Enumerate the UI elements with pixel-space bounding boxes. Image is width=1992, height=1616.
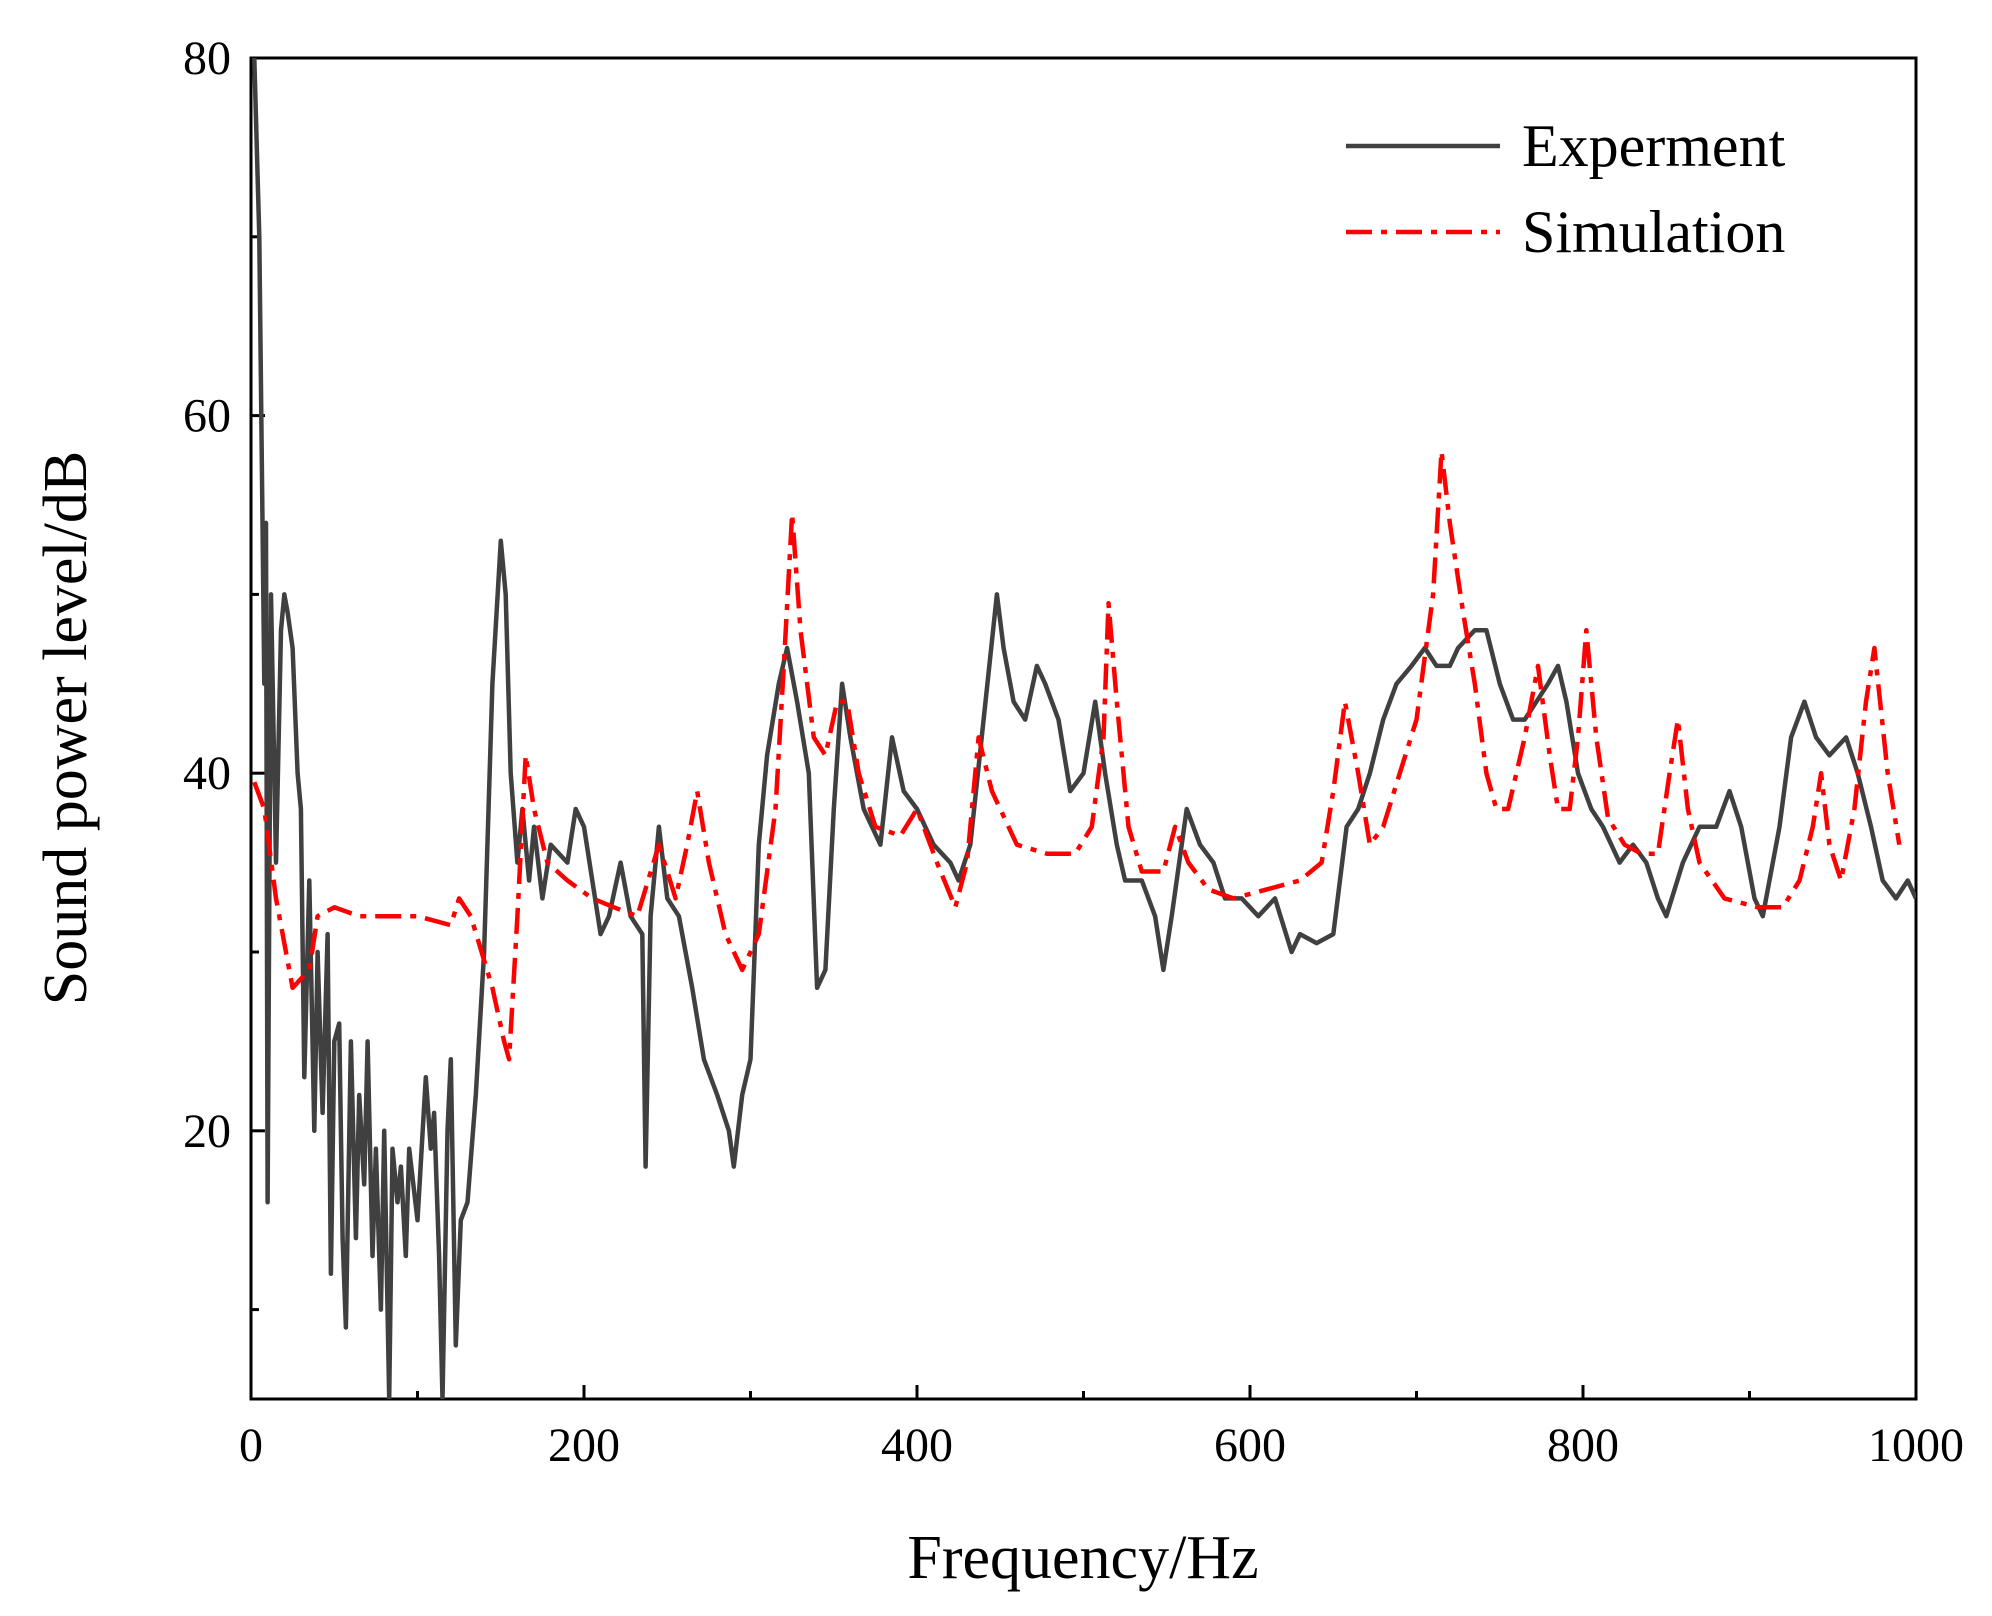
x-tick-label: 800 (1547, 1419, 1619, 1472)
series-group (252, 58, 1916, 1399)
x-tick-label: 600 (1214, 1419, 1286, 1472)
x-tick-label: 200 (548, 1419, 620, 1472)
x-axis-label: Frequency/Hz (907, 1524, 1258, 1592)
y-tick-label: 40 (183, 747, 231, 800)
x-tick-label: 0 (239, 1419, 263, 1472)
y-tick-label: 20 (183, 1105, 231, 1158)
series-group (252, 449, 1902, 1062)
y-tick-label: 60 (183, 390, 231, 443)
y-tick-label: 80 (183, 32, 231, 85)
series-line (252, 58, 1916, 1399)
legend-label: Simulation (1522, 199, 1785, 265)
legend-label: Experment (1522, 113, 1786, 179)
x-tick-label: 1000 (1868, 1419, 1964, 1472)
y-axis-label: Sound power level/dB (32, 451, 100, 1006)
series-line (252, 449, 1902, 1062)
x-tick-label: 400 (881, 1419, 953, 1472)
